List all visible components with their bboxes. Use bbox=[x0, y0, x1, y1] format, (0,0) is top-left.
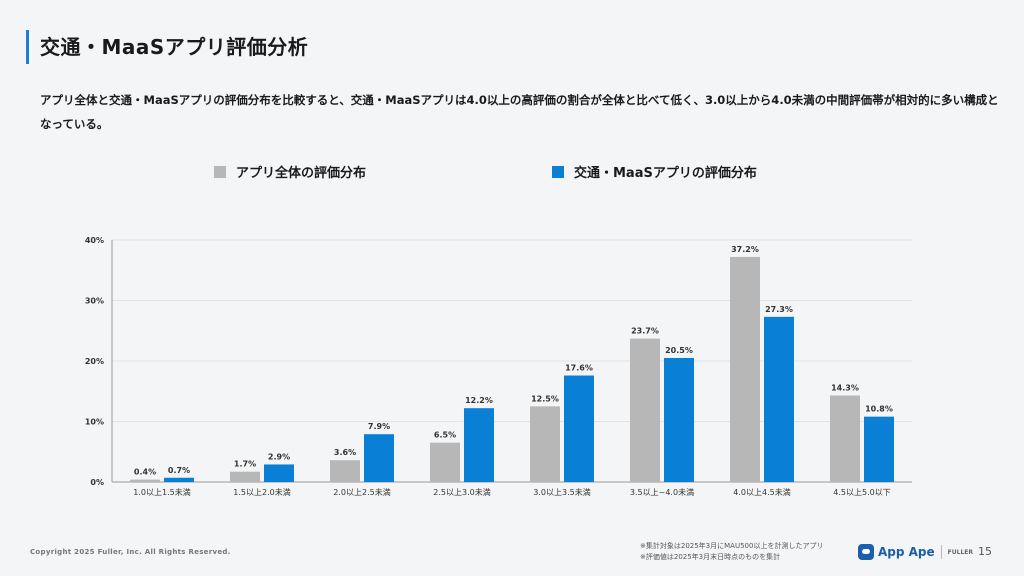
fuller-logo-text: FULLER bbox=[947, 548, 974, 556]
logo-divider bbox=[940, 545, 942, 559]
y-tick-label: 0% bbox=[90, 478, 104, 487]
bar-all bbox=[330, 460, 360, 482]
footnote-2: ※評価値は2025年3月末日時点のものを集計 bbox=[640, 553, 781, 561]
logo-text: App Ape bbox=[878, 545, 935, 559]
category-label: 4.5以上5.0以下 bbox=[833, 488, 890, 497]
bar-maas bbox=[464, 408, 494, 482]
data-label: 27.3% bbox=[765, 305, 793, 314]
data-label: 10.8% bbox=[865, 405, 893, 414]
data-label: 6.5% bbox=[434, 431, 456, 440]
footnote-1: ※集計対象は2025年3月にMAU500以上を計測したアプリ bbox=[640, 542, 824, 550]
summary-text: アプリ全体と交通・MaaSアプリの評価分布を比較すると、交通・MaaSアプリは4… bbox=[40, 93, 999, 131]
legend-item-all: アプリ全体の評価分布 bbox=[214, 162, 366, 181]
legend-swatch-maas bbox=[552, 165, 564, 178]
bar-maas bbox=[164, 477, 194, 482]
bar-chart: 0% 10% 20% 30% 40% 0.4% 0.7% 1.0以上1.5未満 1.7% 2.9%… bbox=[85, 236, 912, 497]
y-tick-label: 10% bbox=[85, 418, 104, 427]
data-label: 37.2% bbox=[731, 245, 759, 254]
title-accent-bar bbox=[26, 30, 29, 64]
bar-all bbox=[830, 395, 860, 482]
legend-item-maas: 交通・MaaSアプリの評価分布 bbox=[552, 162, 757, 181]
category-label: 3.5以上~4.0未満 bbox=[630, 487, 694, 497]
bar-maas bbox=[664, 357, 694, 482]
category-label: 1.5以上2.0未満 bbox=[233, 487, 290, 497]
y-tick-label: 20% bbox=[85, 357, 104, 366]
bar-all bbox=[430, 442, 460, 482]
category-label: 1.0以上1.5未満 bbox=[133, 487, 190, 497]
bar-maas bbox=[564, 375, 594, 482]
bar-all bbox=[730, 256, 760, 482]
data-label: 20.5% bbox=[665, 346, 693, 355]
data-label: 7.9% bbox=[368, 422, 390, 431]
data-label: 0.4% bbox=[134, 468, 156, 477]
y-tick-label: 40% bbox=[85, 236, 104, 245]
bar-maas bbox=[764, 316, 794, 482]
bar-maas bbox=[864, 416, 894, 482]
bar-all bbox=[530, 406, 560, 482]
data-label: 0.7% bbox=[168, 466, 190, 475]
data-label: 1.7% bbox=[234, 460, 256, 469]
app-ape-logo: App Ape FULLER bbox=[858, 544, 973, 560]
data-label: 14.3% bbox=[831, 383, 859, 392]
bar-all bbox=[230, 471, 260, 482]
category-label: 2.5以上3.0未満 bbox=[433, 487, 490, 497]
data-label: 2.9% bbox=[268, 452, 290, 461]
data-label: 12.2% bbox=[465, 396, 493, 405]
legend-label-maas: 交通・MaaSアプリの評価分布 bbox=[574, 166, 757, 181]
category-label: 4.0以上4.5未満 bbox=[733, 487, 790, 497]
y-tick-label: 30% bbox=[85, 297, 104, 306]
copyright: Copyright 2025 Fuller, Inc. All Rights R… bbox=[30, 548, 231, 556]
bar-all bbox=[630, 338, 660, 482]
chart-legend: アプリ全体の評価分布 交通・MaaSアプリの評価分布 bbox=[0, 162, 1024, 186]
data-label: 17.6% bbox=[565, 364, 593, 373]
category-label: 2.0以上2.5未満 bbox=[333, 487, 390, 497]
page-number: 15 bbox=[978, 545, 992, 558]
data-label: 12.5% bbox=[531, 394, 559, 403]
bar-all bbox=[130, 479, 160, 482]
legend-swatch-all bbox=[214, 165, 226, 178]
data-label: 23.7% bbox=[631, 327, 659, 336]
app-ape-logo-icon bbox=[858, 544, 874, 560]
footnotes: ※集計対象は2025年3月にMAU500以上を計測したアプリ ※評価値は2025… bbox=[640, 541, 823, 563]
data-label: 3.6% bbox=[334, 448, 356, 457]
bar-maas bbox=[264, 464, 294, 482]
page-title: 交通・MaaSアプリ評価分析 bbox=[40, 35, 309, 59]
category-label: 3.0以上3.5未満 bbox=[533, 487, 590, 497]
legend-label-all: アプリ全体の評価分布 bbox=[236, 166, 367, 181]
bar-maas bbox=[364, 434, 394, 482]
